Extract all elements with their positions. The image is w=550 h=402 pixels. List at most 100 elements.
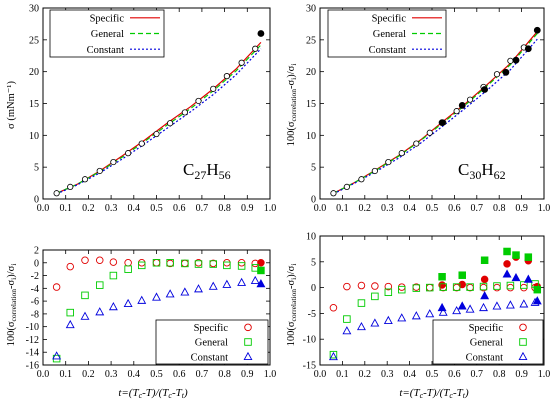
- data-point-open: [358, 176, 365, 183]
- point-constant: [95, 307, 105, 316]
- legend-swatch-specific: [244, 323, 252, 332]
- point-constant: [370, 318, 380, 327]
- y-axis-label-bottom-left: 100(σcorrelation-σi)/σi: [6, 264, 18, 347]
- x-tick-label: 0.9: [515, 203, 528, 214]
- point-filled-specific: [503, 260, 511, 268]
- data-point-open: [238, 59, 245, 66]
- data-point-filled: [502, 68, 510, 76]
- point-filled-specific: [480, 275, 489, 284]
- point-general: [398, 285, 406, 294]
- data-point-filled: [458, 102, 466, 109]
- x-tick-label: 0.6: [448, 369, 461, 380]
- legend: Specific General Constant: [49, 9, 165, 58]
- y-tick-label: -10: [26, 322, 39, 333]
- x-tick-label: 0.8: [493, 369, 506, 380]
- data-point-open: [153, 130, 160, 138]
- panel-top-right: 0.0 0.1 0.2 0.3 0.4 0.5 0.6 0.7 0.8 0.9 1.0 0 5 10 15 2…: [306, 4, 550, 215]
- legend-swatch-specific: [519, 323, 527, 332]
- point-specific: [124, 259, 132, 267]
- y-axis-label-bottom-right: 100(σcorrelation-σi)/σi: [286, 264, 298, 347]
- data-point-open: [385, 158, 392, 166]
- data-point-open: [53, 190, 60, 197]
- point-general: [124, 265, 132, 273]
- data-point-open: [453, 108, 460, 115]
- point-constant: [165, 289, 175, 298]
- y-tick-label: 15: [306, 99, 316, 110]
- data-point-filled: [481, 86, 489, 93]
- y-tick-label: 5: [34, 163, 39, 174]
- point-filled-general: [438, 273, 446, 281]
- y-tick-label: 10: [306, 232, 316, 243]
- data-point-filled: [524, 45, 532, 53]
- point-specific: [181, 259, 189, 268]
- point-general: [426, 283, 434, 292]
- legend-swatch-constant: [518, 351, 528, 361]
- data-point-open: [181, 109, 188, 116]
- x-tick-label: 0.5: [150, 203, 163, 214]
- y-tick-label: 30: [29, 4, 39, 15]
- x-tick-label: 0.2: [82, 203, 95, 214]
- legend-label-general: General: [373, 29, 406, 40]
- x-tick-label: 1.0: [264, 369, 277, 380]
- annotation-c30h62: C30H62: [458, 160, 506, 182]
- point-general: [166, 259, 174, 267]
- point-general: [520, 281, 528, 289]
- point-specific: [357, 281, 366, 290]
- y-tick-label: 5: [311, 257, 316, 268]
- point-general: [152, 259, 161, 267]
- x-tick-label: 0.1: [59, 203, 72, 214]
- data-point-open: [167, 120, 174, 127]
- point-filled-constant: [457, 301, 467, 310]
- point-constant: [425, 309, 435, 318]
- point-general: [109, 271, 118, 280]
- x-tick-label: 0.1: [336, 369, 349, 380]
- point-specific: [66, 262, 74, 271]
- point-general: [66, 308, 74, 317]
- point-general: [209, 260, 217, 268]
- point-constant: [519, 299, 529, 308]
- legend-label-general: General: [91, 29, 124, 40]
- series-line-constant: [56, 48, 262, 195]
- point-constant: [356, 321, 366, 331]
- y-tick-label: 10: [306, 131, 316, 142]
- x-tick-label: 0.1: [336, 203, 349, 214]
- legend: Specific General Constant: [155, 319, 269, 365]
- panel-top-left: 0.0 0.1 0.2 0.3 0.4 0.5 0.6 0.7 0.8 0.9 1.0 0 5 10 15 2…: [29, 4, 276, 215]
- point-general: [194, 260, 203, 268]
- x-tick-label: 0.9: [241, 203, 254, 214]
- y-tick-label: -10: [303, 335, 316, 346]
- point-specific: [466, 283, 474, 292]
- point-specific: [493, 283, 501, 292]
- point-general: [223, 261, 231, 270]
- x-tick-label: 0.5: [150, 369, 163, 380]
- legend: Specific General Constant: [327, 9, 447, 58]
- legend-label-constant: Constant: [466, 352, 503, 363]
- point-constant: [123, 298, 133, 308]
- point-constant: [452, 305, 462, 315]
- x-axis-label-bottom-left: t=(Tc-T)/(Tc-Tt): [118, 387, 188, 400]
- point-filled-general: [480, 256, 489, 265]
- point-general: [479, 282, 488, 291]
- point-specific: [152, 259, 161, 267]
- point-general: [181, 259, 189, 268]
- series-line-general: [333, 33, 538, 194]
- point-filled-general: [524, 253, 533, 261]
- data-point-open: [493, 71, 501, 78]
- point-constant: [152, 292, 161, 301]
- y-tick-label: -5: [308, 309, 316, 320]
- data-point-filled: [438, 119, 446, 126]
- x-tick-label: 1.0: [538, 203, 550, 214]
- legend-label-specific: Specific: [372, 13, 407, 24]
- x-axis-label-bottom-right: t=(Tc-T)/(Tc-Tt): [399, 387, 469, 400]
- point-specific: [371, 282, 379, 290]
- panel-bottom-left: 0.0 0.1 0.2 0.3 0.4 0.5 0.6 0.7 0.8 0.9 1.0 20 -2 -4 -…: [26, 246, 277, 381]
- point-filled-constant: [511, 272, 521, 282]
- x-tick-label: 0.8: [218, 369, 231, 380]
- x-tick-label: 0.9: [515, 369, 528, 380]
- data-point-open: [398, 150, 405, 157]
- point-constant: [411, 311, 421, 320]
- point-general: [237, 262, 246, 270]
- x-tick-label: 0.9: [241, 369, 254, 380]
- x-tick-label: 0.4: [128, 369, 141, 380]
- y-tick-label: 20: [29, 67, 39, 78]
